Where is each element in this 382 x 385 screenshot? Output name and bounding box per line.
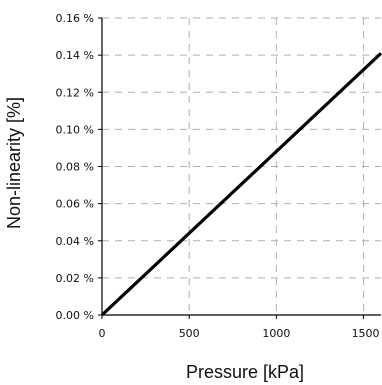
y-tick-label-6: 0.12 % — [56, 86, 94, 99]
y-tick-label-4: 0.08 % — [56, 161, 94, 174]
x-tick-label-0: 0 — [99, 327, 106, 340]
y-tick-label-3: 0.06 % — [56, 198, 94, 211]
y-tick-label-5: 0.10 % — [56, 123, 94, 136]
tick-layer: 0.00 % 0.02 % 0.04 % 0.06 % 0.08 % 0.10 % 0.12… — [56, 12, 380, 340]
x-tick-label-3: 1500 — [352, 327, 380, 340]
y-tick-label-8: 0.16 % — [56, 12, 94, 25]
y-tick-label-1: 0.02 % — [56, 272, 94, 285]
grid-layer — [102, 17, 381, 315]
y-tick-label-7: 0.14 % — [56, 49, 94, 62]
x-axis-title: Pressure [kPa] — [186, 362, 304, 382]
series-line-0 — [100, 52, 382, 317]
y-tick-label-2: 0.04 % — [56, 235, 94, 248]
x-tick-label-2: 1000 — [262, 327, 290, 340]
y-axis-title: Non-linearity [%] — [4, 97, 24, 229]
y-tick-label-0: 0.00 % — [56, 309, 94, 322]
series-layer — [100, 52, 382, 317]
x-tick-label-1: 500 — [179, 327, 200, 340]
